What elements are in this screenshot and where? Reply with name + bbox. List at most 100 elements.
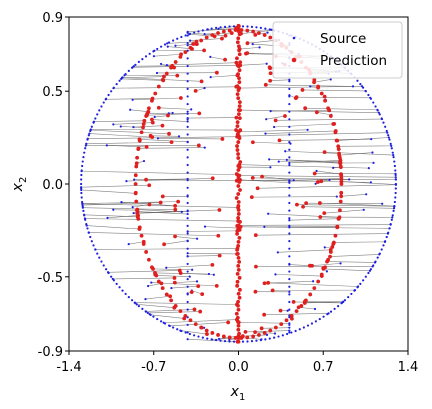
prediction-point [331, 242, 336, 246]
connector-line [132, 204, 150, 208]
prediction-point [158, 200, 163, 205]
source-point [176, 37, 179, 40]
source-point [186, 252, 189, 255]
prediction-point [236, 307, 241, 312]
source-point [186, 125, 189, 129]
connector-line [204, 226, 239, 229]
source-point [81, 160, 84, 163]
source-point [340, 302, 343, 305]
prediction-point [173, 304, 178, 308]
prediction-point [192, 307, 197, 312]
prediction-point [237, 136, 242, 140]
source-point [130, 299, 134, 302]
source-point [132, 211, 135, 215]
source-point [210, 27, 213, 30]
prediction-point [210, 33, 215, 37]
prediction-point [199, 79, 204, 84]
source-point [385, 235, 388, 239]
source-point [250, 340, 254, 343]
source-point [288, 133, 291, 136]
source-point [81, 164, 84, 168]
prediction-point [312, 171, 317, 176]
source-point [302, 326, 305, 329]
source-point [82, 156, 85, 159]
source-point [119, 125, 122, 128]
prediction-point [338, 208, 342, 213]
prediction-point [199, 38, 204, 43]
prediction-point [169, 298, 174, 303]
source-point [156, 137, 160, 140]
source-point [165, 266, 168, 269]
source-point [250, 25, 254, 28]
source-point [186, 42, 189, 45]
prediction-point [236, 299, 240, 304]
prediction-point [227, 28, 232, 33]
source-point [163, 43, 167, 46]
source-point [80, 178, 83, 181]
prediction-point [238, 220, 242, 224]
prediction-point [235, 120, 240, 125]
prediction-point [262, 33, 267, 37]
source-point [186, 308, 189, 311]
prediction-point [235, 56, 239, 61]
source-point [387, 231, 390, 234]
source-point [392, 207, 396, 210]
prediction-point [312, 286, 317, 291]
source-point [255, 339, 258, 342]
source-point [288, 87, 291, 90]
source-point [134, 302, 137, 305]
source-point [288, 323, 291, 326]
connector-line [265, 130, 336, 134]
source-point [288, 110, 291, 113]
prediction-point [235, 132, 240, 136]
source-point [118, 286, 121, 289]
prediction-point [328, 250, 333, 254]
source-point [359, 83, 362, 86]
source-point [201, 29, 204, 32]
connector-line [137, 209, 182, 213]
prediction-point [235, 251, 240, 256]
legend-label-prediction: Prediction [320, 53, 387, 69]
source-point [89, 129, 92, 133]
prediction-point [160, 286, 165, 291]
source-point [292, 179, 295, 182]
source-point [124, 72, 127, 76]
prediction-point [238, 28, 243, 33]
connector-line [240, 63, 267, 66]
source-point [186, 72, 189, 75]
source-point [325, 270, 328, 273]
prediction-point [172, 65, 176, 70]
prediction-point [236, 24, 241, 29]
prediction-point [236, 36, 241, 41]
source-point [264, 338, 267, 341]
source-point [188, 39, 192, 42]
prediction-point [236, 327, 241, 332]
source-point [191, 268, 194, 271]
prediction-point [237, 48, 241, 53]
source-point [232, 340, 236, 343]
y-axis: -0.9 -0.5 0.0 0.5 0.9 [38, 11, 69, 360]
connector-line [86, 141, 172, 145]
x-axis: -1.4 -0.7 0.0 0.7 1.4 [56, 351, 418, 375]
prediction-point [236, 319, 240, 324]
prediction-point [236, 64, 241, 69]
prediction-point [199, 325, 204, 330]
source-point [209, 76, 212, 79]
source-point [323, 246, 326, 249]
source-point [197, 335, 200, 338]
prediction-point [279, 322, 284, 326]
prediction-point [227, 335, 232, 340]
source-point [228, 25, 231, 28]
source-point [298, 328, 301, 331]
source-point [329, 78, 332, 81]
prediction-point [216, 333, 220, 337]
source-point [86, 138, 89, 141]
connector-line [148, 283, 162, 287]
source-point [102, 264, 105, 267]
connector-line [113, 122, 153, 125]
source-point [203, 86, 206, 90]
prediction-point [173, 60, 178, 64]
source-point [356, 79, 359, 82]
source-point [273, 336, 276, 339]
prediction-point [147, 183, 152, 188]
